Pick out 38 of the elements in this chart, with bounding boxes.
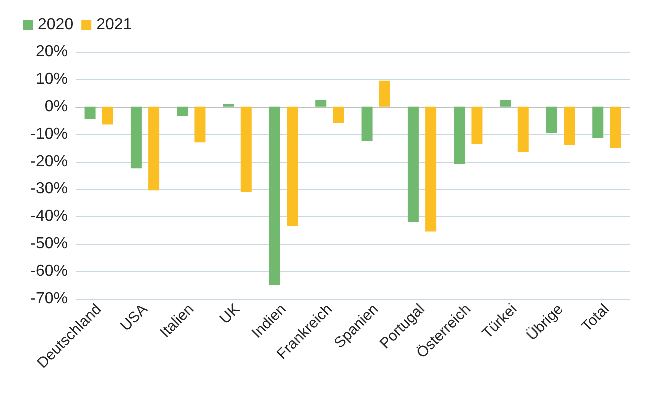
x-tick-label: USA xyxy=(117,300,152,335)
bar xyxy=(177,106,188,116)
bar xyxy=(564,106,576,146)
bar xyxy=(84,106,96,120)
y-tick-label: -70% xyxy=(30,290,68,308)
legend-label: 2020 xyxy=(38,16,74,34)
x-tick-label: UK xyxy=(216,300,244,328)
bar xyxy=(130,106,142,169)
bar xyxy=(269,106,280,286)
bar xyxy=(102,106,114,125)
bar xyxy=(500,100,512,107)
y-tick-label: 0% xyxy=(44,98,68,116)
bar xyxy=(287,106,298,226)
bar xyxy=(518,106,529,152)
bar xyxy=(148,106,160,191)
bar xyxy=(408,106,419,222)
bar xyxy=(379,80,390,107)
y-tick-label: 20% xyxy=(36,44,68,60)
legend-label: 2021 xyxy=(96,16,132,34)
y-tick-label: -40% xyxy=(30,208,68,226)
bar xyxy=(362,106,373,142)
y-tick-label: -20% xyxy=(30,153,68,170)
bar xyxy=(546,106,558,133)
bar xyxy=(426,106,437,232)
y-tick-label: -30% xyxy=(30,180,68,198)
bar xyxy=(333,106,344,124)
y-tick-label: 10% xyxy=(36,70,68,88)
bar xyxy=(316,100,327,107)
bar xyxy=(454,106,466,165)
bar xyxy=(472,106,483,144)
y-tick-label: -50% xyxy=(30,236,68,253)
y-tick-label: -10% xyxy=(30,126,68,143)
bar xyxy=(610,106,622,148)
bar xyxy=(592,106,604,138)
bar xyxy=(194,106,206,143)
bar xyxy=(223,104,234,107)
bar xyxy=(240,106,252,192)
y-tick-label: -60% xyxy=(30,263,68,280)
